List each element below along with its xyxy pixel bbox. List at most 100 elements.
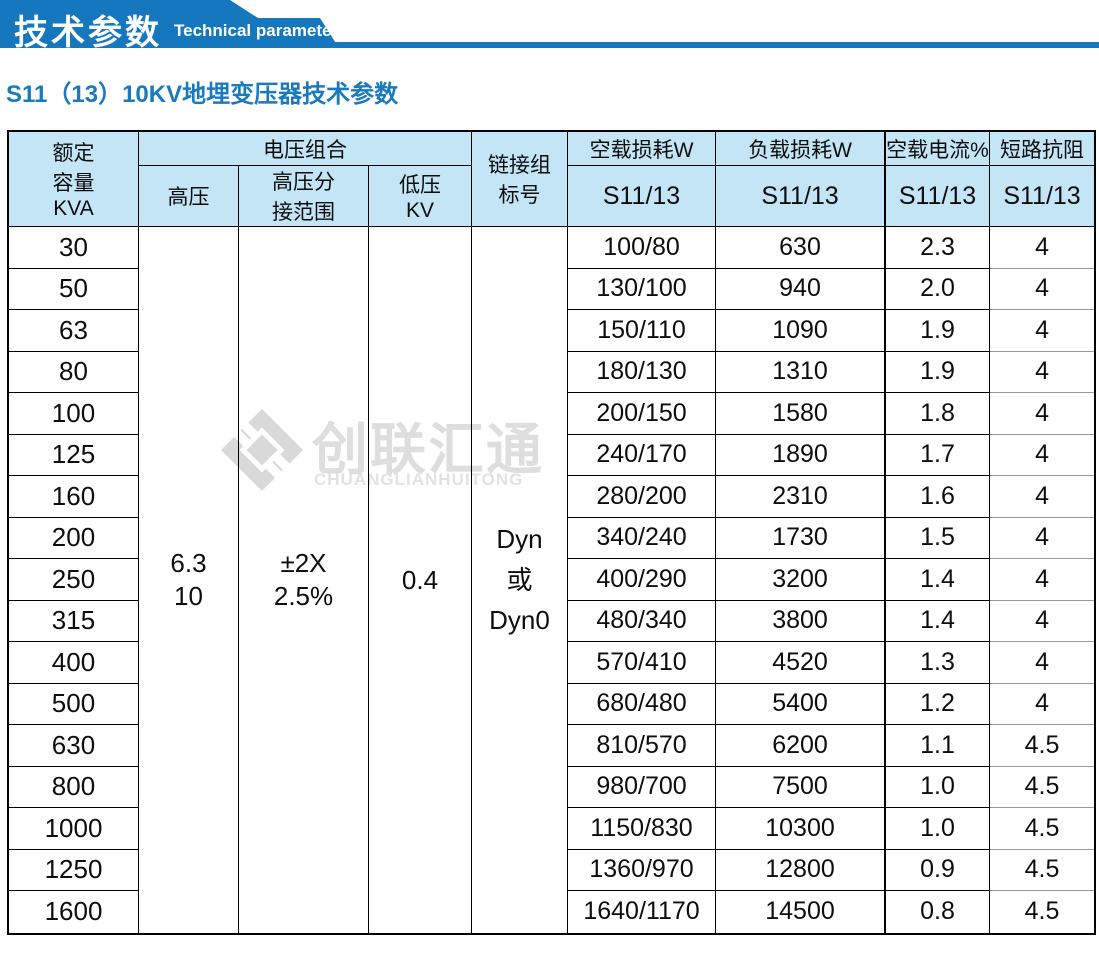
model-header-load-loss: S11/13: [716, 166, 887, 227]
hv-value-cell: 6.3 10: [139, 227, 239, 933]
impedance-cell: 4: [990, 435, 1095, 476]
impedance-cell: 4: [990, 269, 1095, 310]
section-title: S11（13）10KV地埋变压器技术参数: [6, 81, 399, 108]
capacity-cell: 63: [9, 310, 139, 352]
table-row: 160 280/200 2310 1.6 4: [9, 476, 1095, 518]
no-load-current-cell: 1.0: [886, 766, 991, 808]
load-loss-cell: 1580: [716, 393, 887, 435]
connection-value-cell: Dyn 或 Dyn0: [472, 227, 569, 933]
watermark: 创联汇通 CHUANGLIANHUITONG: [7, 130, 1092, 935]
hv-tap-value-cell: ±2X 2.5%: [239, 227, 369, 933]
col-header-hv-tap: 高压分 接范围: [239, 166, 369, 227]
table-row: 100 200/150 1580 1.8 4: [9, 393, 1095, 435]
no-load-loss-cell: 680/480: [568, 683, 717, 725]
no-load-loss-cell: 200/150: [568, 393, 717, 435]
table-body: 30 6.3 10 ±2X 2.5% 0.4 Dyn 或 Dyn0 100/80 630 2.…: [9, 227, 1095, 933]
load-loss-cell: 5400: [716, 683, 887, 725]
load-loss-cell: 7500: [716, 766, 887, 808]
table-row: 63 150/110 1090 1.9 4: [9, 310, 1095, 352]
capacity-cell: 125: [9, 434, 139, 476]
impedance-cell: 4: [990, 393, 1095, 435]
table-row: 800 980/700 7500 1.0 4.5: [9, 766, 1095, 808]
table-row: 1250 1360/970 12800 0.9 4.5: [9, 849, 1095, 891]
col-header-no-load-loss: 空载损耗W: [568, 132, 717, 166]
no-load-current-cell: 1.3: [886, 642, 991, 684]
capacity-cell: 315: [9, 600, 139, 642]
capacity-cell: 1600: [9, 891, 139, 933]
no-load-current-cell: 1.4: [886, 559, 991, 601]
lv-value-cell: 0.4: [369, 227, 473, 933]
capacity-cell: 50: [9, 268, 139, 310]
capacity-cell: 250: [9, 559, 139, 601]
col-header-voltage-group: 电压组合: [139, 132, 473, 166]
no-load-current-cell: 1.6: [886, 476, 991, 518]
table-row: 80 180/130 1310 1.9 4: [9, 351, 1095, 393]
capacity-cell: 1250: [9, 849, 139, 891]
no-load-loss-cell: 400/290: [568, 559, 717, 601]
load-loss-cell: 4520: [716, 642, 887, 684]
no-load-current-cell: 1.5: [886, 517, 991, 559]
spec-table: 额定 容量 KVA 电压组合 链接组 标号 空载损耗W 负载损耗W 空载电流% …: [7, 130, 1097, 935]
no-load-loss-cell: 100/80: [568, 227, 717, 269]
impedance-cell: 4: [990, 601, 1095, 642]
table-row: 500 680/480 5400 1.2 4: [9, 683, 1095, 725]
impedance-cell: 4.5: [990, 767, 1095, 808]
no-load-loss-cell: 480/340: [568, 600, 717, 642]
load-loss-cell: 1890: [716, 434, 887, 476]
impedance-cell: 4.5: [990, 808, 1095, 850]
model-header-no-load-current: S11/13: [886, 166, 991, 227]
load-loss-cell: 1310: [716, 351, 887, 393]
no-load-current-cell: 2.0: [886, 268, 991, 310]
load-loss-cell: 12800: [716, 849, 887, 891]
page-title: 技术参数: [14, 14, 162, 52]
no-load-current-cell: 0.8: [886, 891, 991, 933]
table-row: 125 240/170 1890 1.7 4: [9, 434, 1095, 476]
table-row: 1600 1640/1170 14500 0.8 4.5: [9, 891, 1094, 933]
load-loss-cell: 940: [716, 268, 887, 310]
load-loss-cell: 3200: [716, 559, 887, 601]
col-header-no-load-current: 空载电流%: [886, 132, 991, 166]
table-row: 630 810/570 6200 1.1 4.5: [9, 725, 1095, 767]
watermark-brand-cn: 创联汇通: [312, 418, 544, 481]
col-header-impedance: 短路抗阻: [990, 132, 1095, 166]
no-load-current-cell: 1.7: [886, 434, 991, 476]
load-loss-cell: 14500: [716, 891, 887, 933]
impedance-cell: 4: [990, 518, 1095, 559]
page-title-en: Technical parameter: [174, 21, 339, 40]
col-header-connection: 链接组 标号: [472, 132, 569, 227]
capacity-cell: 160: [9, 476, 139, 518]
no-load-loss-cell: 1640/1170: [568, 891, 717, 933]
capacity-cell: 30: [9, 227, 139, 269]
watermark-brand-en: CHUANGLIANHUITONG: [314, 470, 524, 489]
table-row: 200 340/240 1730 1.5 4: [9, 517, 1095, 559]
no-load-loss-cell: 980/700: [568, 766, 717, 808]
model-header-no-load-loss: S11/13: [568, 166, 717, 227]
table-row: 250 400/290 3200 1.4 4: [9, 559, 1095, 601]
impedance-cell: 4.5: [1024, 897, 1060, 926]
capacity-cell: 400: [9, 642, 139, 684]
no-load-loss-cell: 340/240: [568, 517, 717, 559]
table-row: 30 6.3 10 ±2X 2.5% 0.4 Dyn 或 Dyn0 100/80 630 2.…: [9, 227, 1095, 933]
no-load-current-cell: 1.9: [886, 351, 991, 393]
no-load-current-cell: 1.2: [886, 683, 991, 725]
model-header-impedance: S11/13: [990, 166, 1095, 227]
table-row: 315 480/340 3800 1.4 4: [9, 600, 1095, 642]
col-header-lv: 低压 KV: [369, 166, 473, 227]
no-load-loss-cell: 150/110: [568, 310, 717, 352]
load-loss-cell: 2310: [716, 476, 887, 518]
impedance-cell: 4: [990, 352, 1095, 393]
no-load-loss-cell: 1150/830: [568, 808, 717, 850]
capacity-cell: 80: [9, 351, 139, 393]
impedance-cell: 4: [990, 559, 1095, 601]
spec-table-wrap: 创联汇通 CHUANGLIANHUITONG 额定 容量 KVA 电压组合 链接…: [7, 130, 1097, 935]
load-loss-cell: 1090: [716, 310, 887, 352]
load-loss-cell: 6200: [716, 725, 887, 767]
table-row: 400 570/410 4520 1.3 4: [9, 642, 1095, 684]
capacity-cell: 800: [9, 766, 139, 808]
capacity-cell: 500: [9, 683, 139, 725]
impedance-cell: 4.5: [990, 850, 1095, 891]
no-load-current-cell: 2.3: [886, 227, 991, 269]
capacity-cell: 100: [9, 393, 139, 435]
impedance-cell: 4: [990, 310, 1095, 352]
